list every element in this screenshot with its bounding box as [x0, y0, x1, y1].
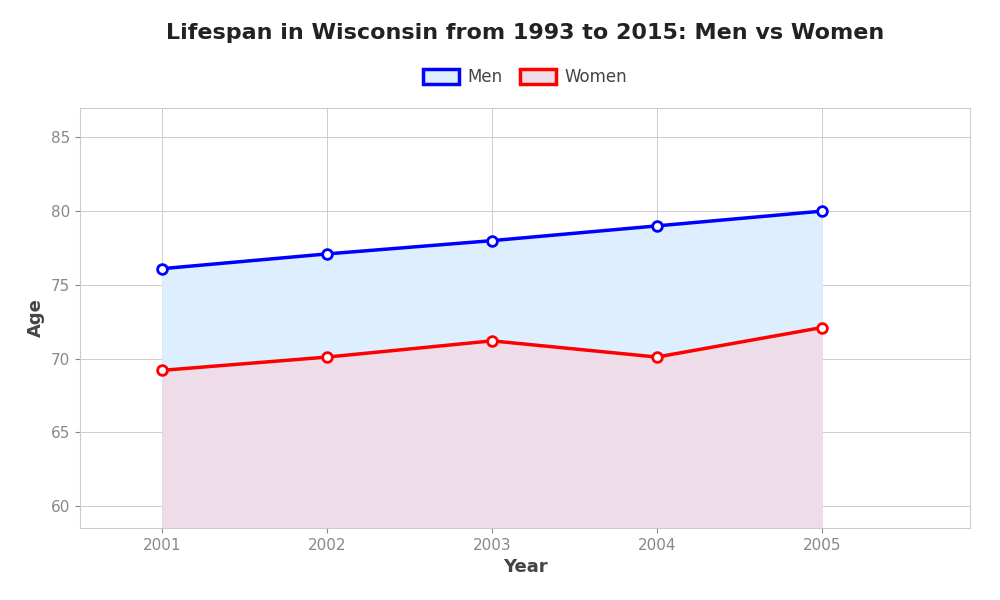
Legend: Men, Women: Men, Women: [416, 62, 634, 93]
X-axis label: Year: Year: [503, 558, 547, 576]
Title: Lifespan in Wisconsin from 1993 to 2015: Men vs Women: Lifespan in Wisconsin from 1993 to 2015:…: [166, 23, 884, 43]
Y-axis label: Age: Age: [27, 299, 45, 337]
